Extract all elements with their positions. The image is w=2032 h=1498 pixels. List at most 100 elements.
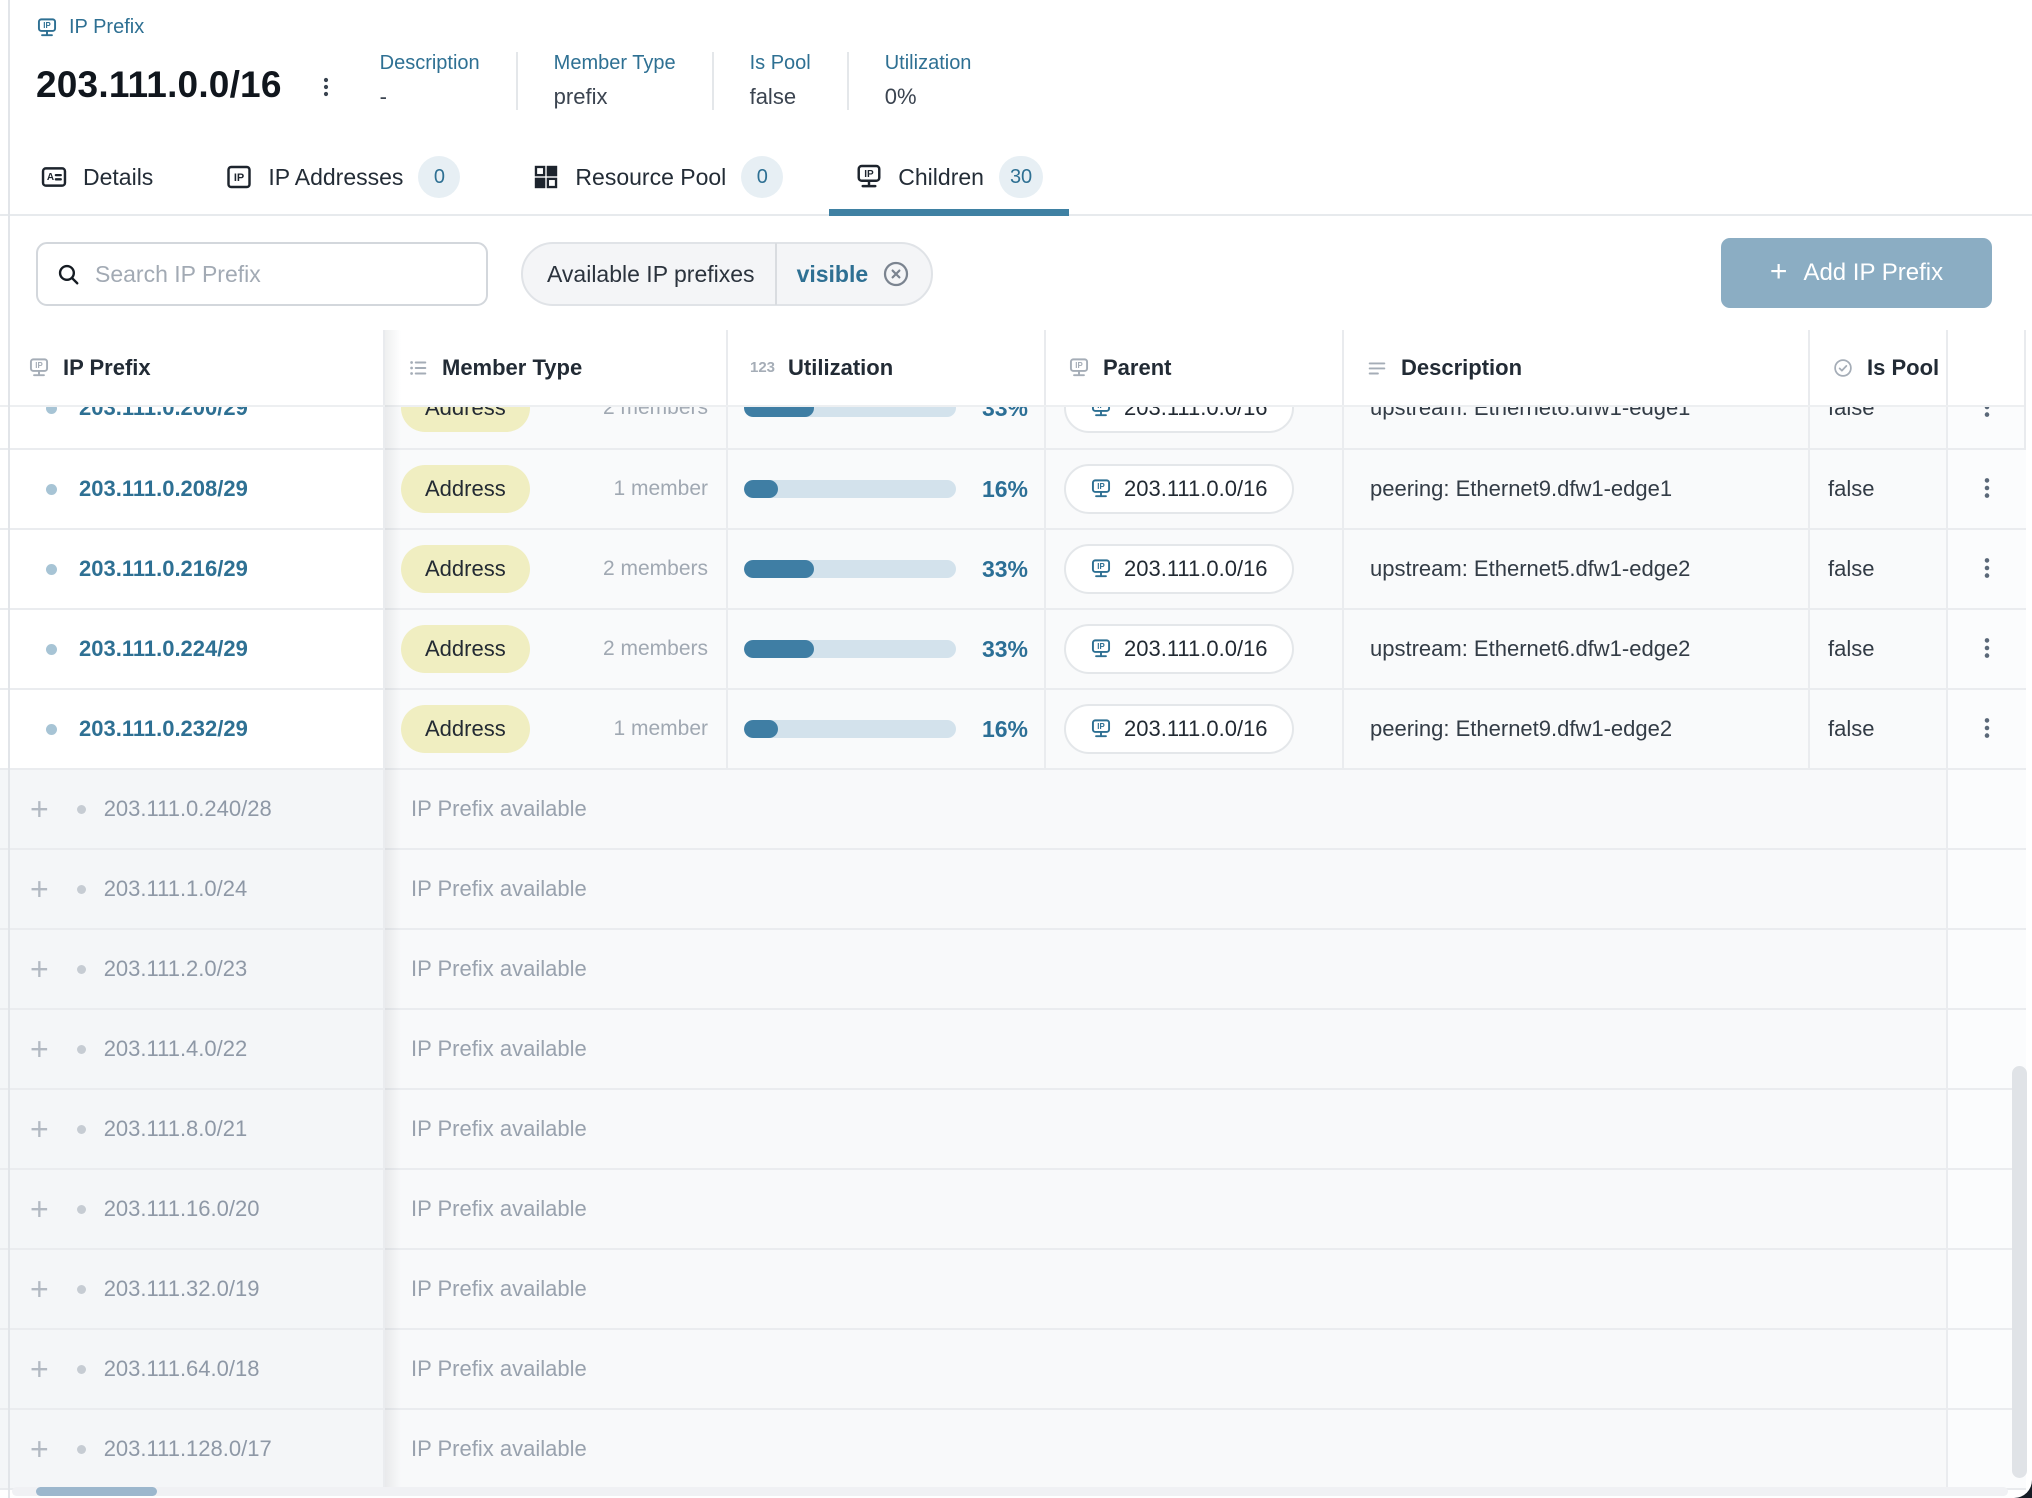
is-pool-cell: false <box>1810 690 1948 768</box>
column-header-is-pool[interactable]: Is Pool <box>1810 330 1948 405</box>
title-menu-button[interactable] <box>306 66 346 110</box>
check-circle-icon <box>1832 357 1854 379</box>
parent-chip[interactable]: IP203.111.0.0/16 <box>1064 464 1294 514</box>
add-available-prefix-button[interactable]: + <box>26 1433 53 1465</box>
tab-strip: A Details IP IP Addresses 0 Resource Poo… <box>40 140 2032 214</box>
ip-prefix-link[interactable]: 203.111.0.232/29 <box>79 716 248 742</box>
actions-cell <box>1948 850 2026 928</box>
column-header-utilization[interactable]: 123 Utilization <box>728 330 1046 405</box>
description-cell: upstream: Ethernet5.dfw1-edge2 <box>1344 530 1810 608</box>
prefix-sign-icon: IP <box>1090 718 1112 740</box>
available-note-cell: IP Prefix available <box>385 1010 1948 1088</box>
parent-cell: IP 203.111.0.0/16 <box>1046 610 1344 688</box>
utilization-bar <box>744 480 956 498</box>
column-header-ip-prefix[interactable]: IP IP Prefix <box>0 330 385 405</box>
column-header-actions <box>1948 330 2026 405</box>
status-dot <box>77 885 86 894</box>
member-type-badge: Address <box>401 407 530 432</box>
prefix-sign-icon: IP <box>1090 638 1112 660</box>
actions-cell <box>1948 690 2026 768</box>
available-prefix-label: 203.111.64.0/18 <box>104 1356 260 1382</box>
tab-children[interactable]: IP Children 30 <box>855 140 1043 214</box>
kebab-icon <box>1974 715 2000 744</box>
meta-label: Utilization <box>885 52 972 75</box>
prefix-sign-icon: IP <box>855 163 883 191</box>
available-prefix-label: 203.111.128.0/17 <box>104 1436 272 1462</box>
member-type-cell: Address2 members <box>385 530 728 608</box>
filter-chip[interactable]: Available IP prefixes visible <box>521 242 933 306</box>
ip-prefix-link[interactable]: 203.111.0.208/29 <box>79 476 248 502</box>
members-count: 2 members <box>530 557 726 581</box>
members-count: 1 member <box>530 477 726 501</box>
tab-resource-pool[interactable]: Resource Pool 0 <box>532 140 783 214</box>
actions-cell <box>1948 407 2024 448</box>
available-note-cell: IP Prefix available <box>385 930 1948 1008</box>
available-prefix-cell: +203.111.2.0/23 <box>0 930 385 1008</box>
plus-icon: + <box>1770 257 1788 287</box>
parent-cell: IP203.111.0.0/16 <box>1046 530 1344 608</box>
available-prefix-label: 203.111.1.0/24 <box>104 876 248 902</box>
column-header-parent[interactable]: IP Parent <box>1046 330 1344 405</box>
table-header-row: IP IP Prefix Member Type 123 Utilization… <box>0 330 2024 407</box>
meta-value: - <box>380 84 480 110</box>
filter-chip-value: visible <box>797 261 869 288</box>
meta-item-is-pool: Is Pool false <box>712 52 847 110</box>
prefix-sign-icon: IP <box>28 357 50 379</box>
ip-prefix-cell: 203.111.0.232/29 <box>0 690 385 768</box>
add-available-prefix-button[interactable]: + <box>26 1273 53 1305</box>
parent-chip[interactable]: IP 203.111.0.0/16 <box>1064 624 1294 674</box>
actions-cell <box>1948 610 2026 688</box>
svg-text:IP: IP <box>234 172 244 184</box>
available-note-cell: IP Prefix available <box>385 1090 1948 1168</box>
row-menu-button[interactable] <box>1967 709 2007 749</box>
tab-details[interactable]: A Details <box>40 140 153 214</box>
table-row: 203.111.0.232/29Address1 member16%IP203.… <box>0 688 2024 768</box>
row-menu-button[interactable] <box>1967 407 2007 428</box>
tab-count-badge: 30 <box>999 156 1043 198</box>
partially-scrolled-row: 203.111.0.200/29Address2 members33%IP203… <box>0 407 2024 448</box>
horizontal-scrollbar-thumb[interactable] <box>36 1487 157 1496</box>
actions-cell <box>1948 770 2026 848</box>
row-menu-button[interactable] <box>1967 469 2007 509</box>
ip-prefix-link[interactable]: 203.111.0.200/29 <box>79 407 248 421</box>
svg-text:IP: IP <box>1097 642 1104 651</box>
filter-remove-button[interactable] <box>881 259 911 289</box>
parent-chip[interactable]: IP203.111.0.0/16 <box>1064 544 1294 594</box>
tab-ip-addresses[interactable]: IP IP Addresses 0 <box>225 140 460 214</box>
ip-prefix-link[interactable]: 203.111.0.216/29 <box>79 556 248 582</box>
add-available-prefix-button[interactable]: + <box>26 953 53 985</box>
column-header-description[interactable]: Description <box>1344 330 1810 405</box>
add-available-prefix-button[interactable]: + <box>26 1353 53 1385</box>
add-available-prefix-button[interactable]: + <box>26 873 53 905</box>
available-row: +203.111.64.0/18IP Prefix available <box>0 1328 2024 1408</box>
row-menu-button[interactable] <box>1967 549 2007 589</box>
parent-prefix-label: 203.111.0.0/16 <box>1124 636 1268 662</box>
parent-chip[interactable]: IP203.111.0.0/16 <box>1064 407 1294 433</box>
svg-text:A: A <box>47 172 54 183</box>
page-card: IP IP Prefix 203.111.0.0/16 Description … <box>0 0 2032 1498</box>
add-available-prefix-button[interactable]: + <box>26 793 53 825</box>
search-input[interactable] <box>95 261 486 288</box>
svg-text:IP: IP <box>1097 722 1104 731</box>
members-count: 1 member <box>530 717 726 741</box>
add-available-prefix-button[interactable]: + <box>26 1033 53 1065</box>
tab-label: Children <box>898 164 984 191</box>
panel-left-border <box>8 0 10 1498</box>
add-available-prefix-button[interactable]: + <box>26 1113 53 1145</box>
svg-text:IP: IP <box>35 360 42 369</box>
parent-prefix-label: 203.111.0.0/16 <box>1124 716 1268 742</box>
ip-prefix-link[interactable]: 203.111.0.224/29 <box>79 636 248 662</box>
is-pool-cell: false <box>1810 610 1948 688</box>
row-menu-button[interactable] <box>1967 629 2007 669</box>
description-cell: upstream: Ethernet6.dfw1-edge1 <box>1344 407 1810 448</box>
add-available-prefix-button[interactable]: + <box>26 1193 53 1225</box>
meta-value: 0% <box>885 84 972 110</box>
available-note-cell: IP Prefix available <box>385 850 1948 928</box>
column-header-member-type[interactable]: Member Type <box>385 330 728 405</box>
children-table: IP IP Prefix Member Type 123 Utilization… <box>0 330 2026 1490</box>
available-prefix-label: 203.111.2.0/23 <box>104 956 248 982</box>
available-note-cell: IP Prefix available <box>385 1410 1948 1488</box>
parent-chip[interactable]: IP 203.111.0.0/16 <box>1064 704 1294 754</box>
vertical-scrollbar-thumb[interactable] <box>2012 1066 2027 1478</box>
add-ip-prefix-button[interactable]: + Add IP Prefix <box>1721 238 1992 308</box>
